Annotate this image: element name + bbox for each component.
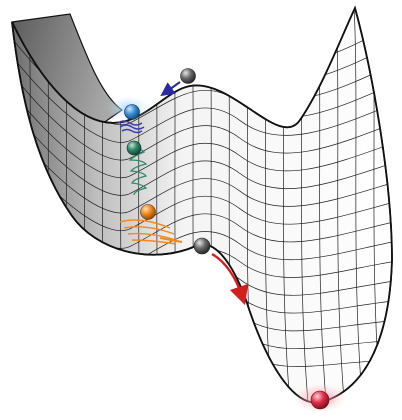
orange-ball [140, 204, 156, 220]
mesh-line [353, 8, 365, 403]
gray-ball-top [180, 68, 196, 84]
surface-outline [11, 5, 393, 404]
mesh-line [12, 110, 392, 214]
green-ball [126, 140, 142, 156]
blue-trail [117, 120, 145, 134]
mesh-line [12, 128, 392, 231]
mesh-line [12, 58, 392, 161]
orange-arrow [159, 237, 183, 243]
mesh-line [12, 75, 392, 179]
mesh-line [389, 8, 392, 403]
blue-ball [124, 104, 140, 120]
mesh-line [12, 93, 392, 196]
gray-ball-lower [193, 237, 211, 255]
mesh-line [12, 40, 392, 143]
green-trail [128, 147, 148, 196]
mesh-line [335, 8, 347, 403]
red-ball [310, 390, 330, 410]
blue-arrow [160, 81, 181, 97]
red-arrow [211, 252, 249, 306]
orange-trail [119, 219, 177, 245]
